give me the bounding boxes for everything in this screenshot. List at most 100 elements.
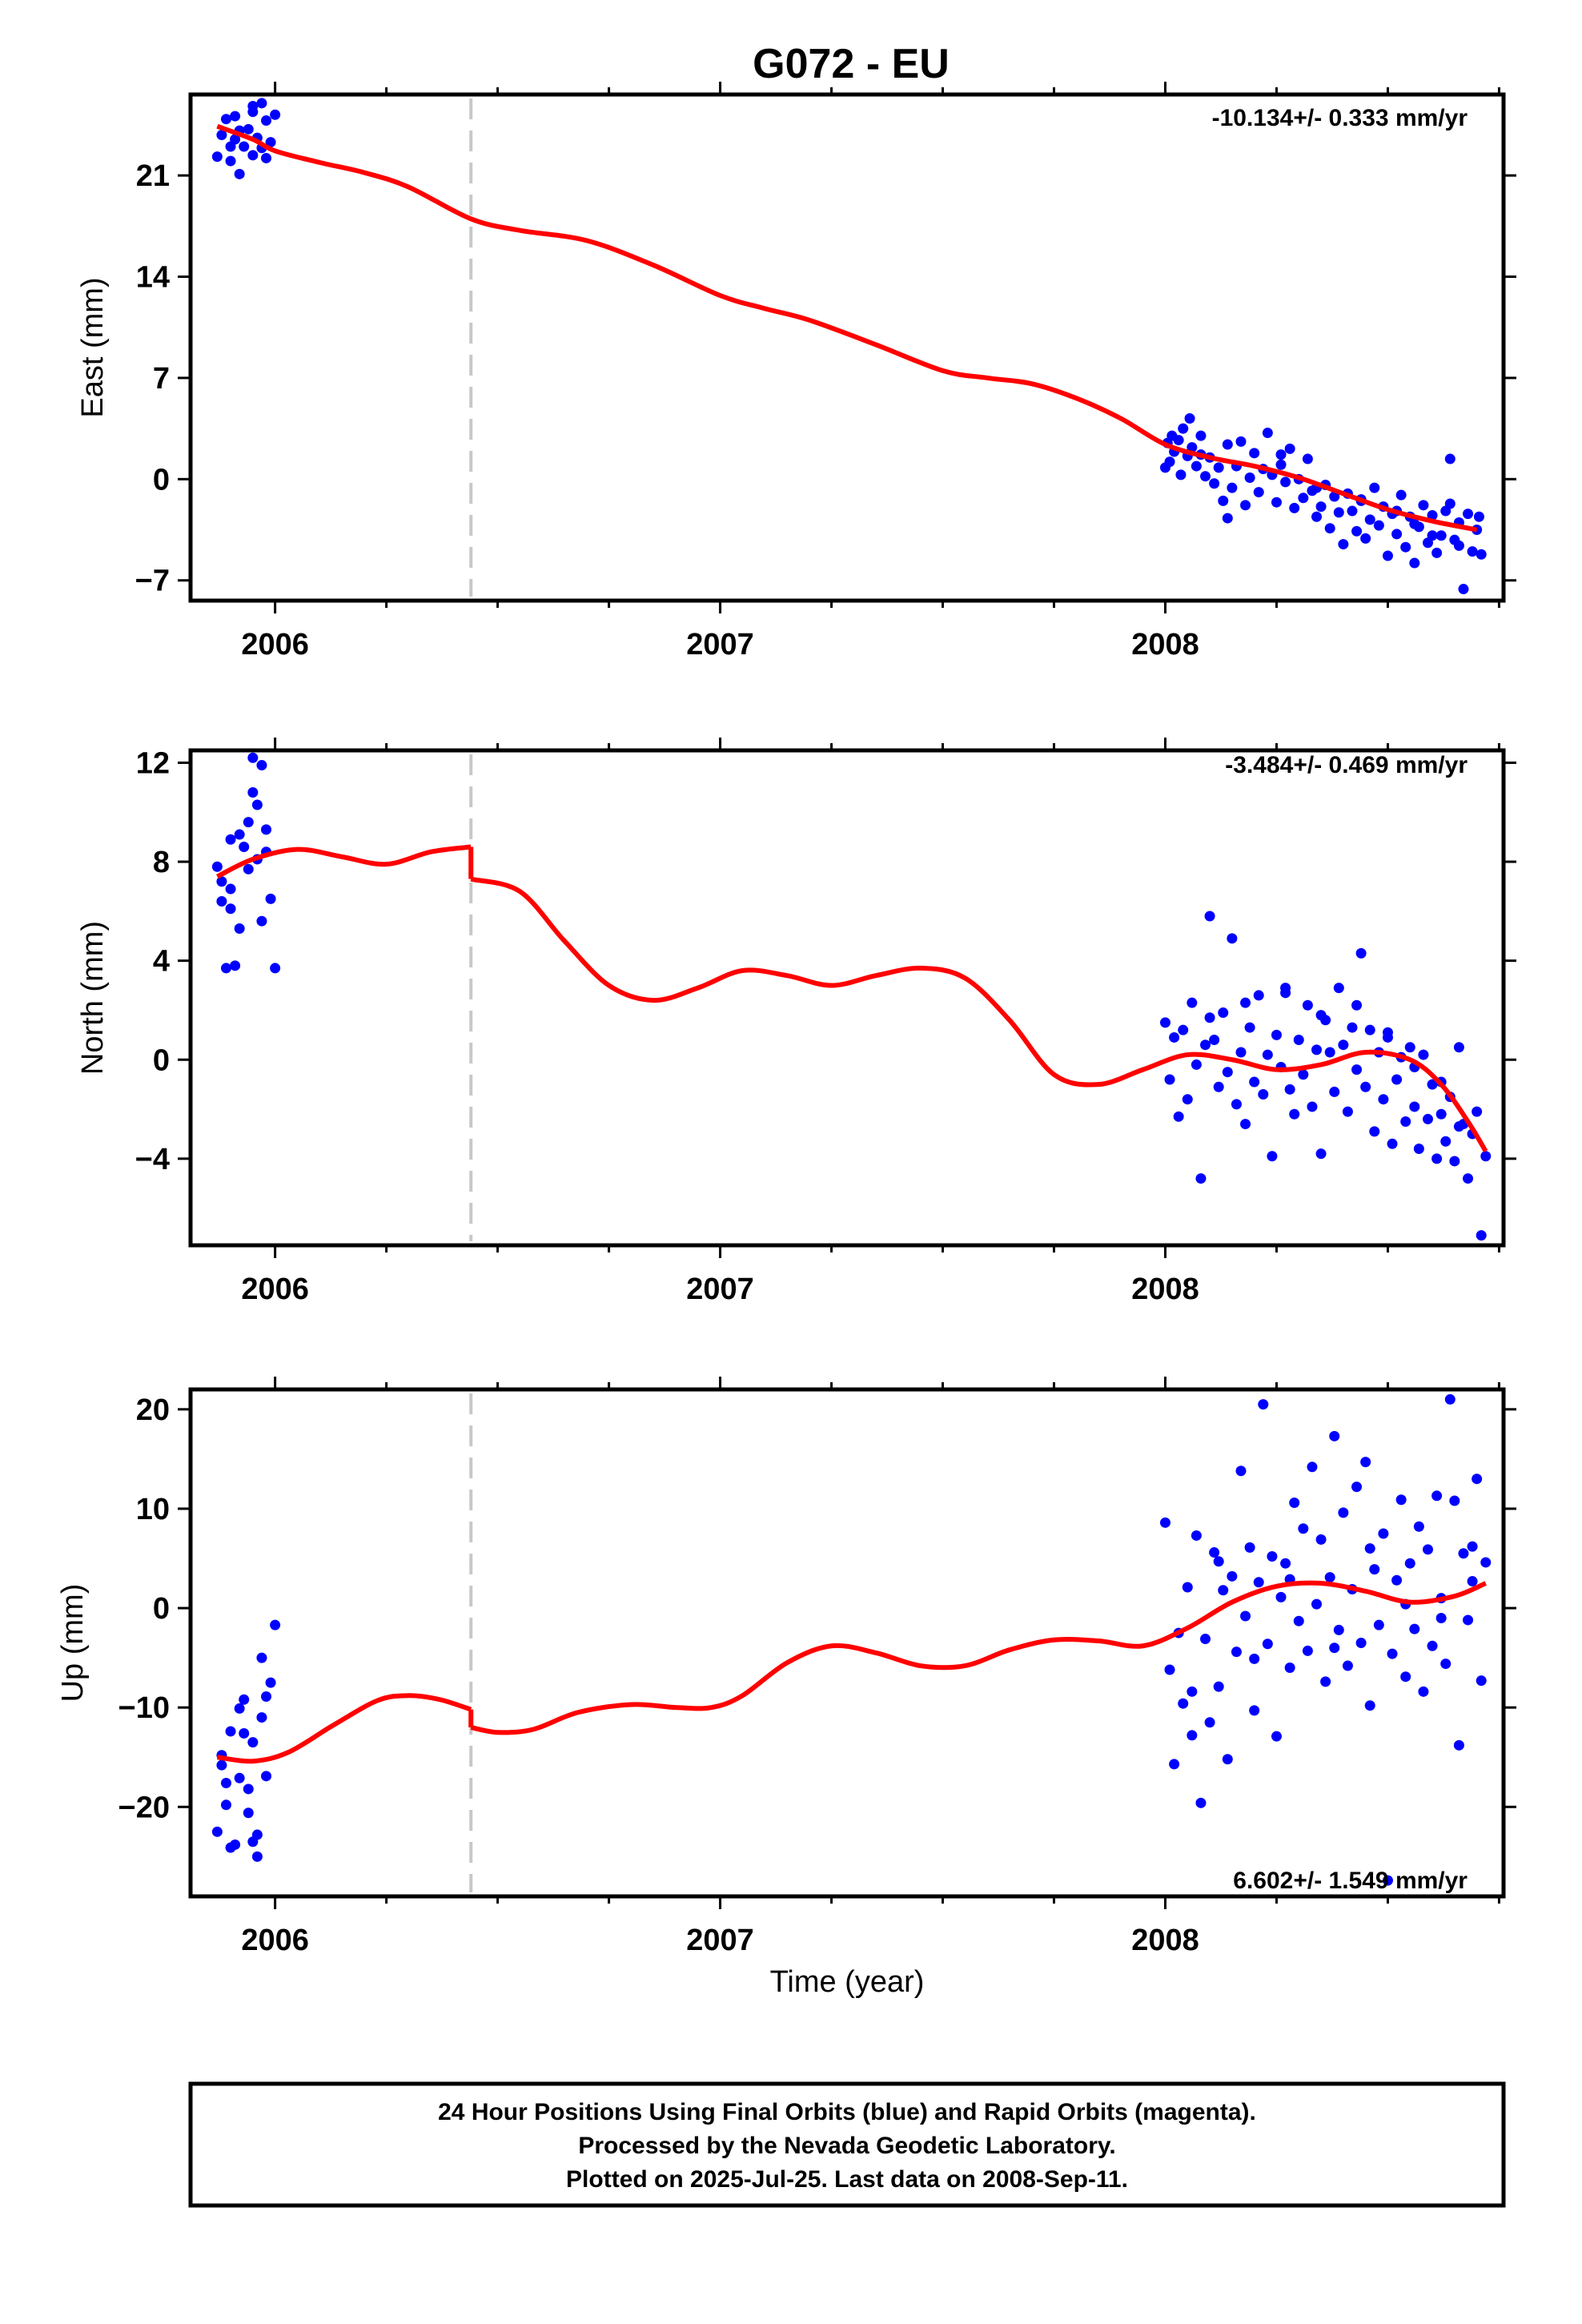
data-point [1231, 1099, 1242, 1110]
data-point [1458, 584, 1469, 595]
data-point [1311, 511, 1323, 522]
data-point [1378, 1094, 1389, 1105]
data-point [1324, 1572, 1335, 1583]
data-point [1231, 1647, 1242, 1658]
data-point [1364, 514, 1375, 525]
data-point [1184, 412, 1195, 424]
figure-title: G072 - EU [753, 41, 950, 87]
data-point [265, 1677, 276, 1688]
x-tick-label: 2006 [241, 1924, 309, 1957]
data-point [1472, 1106, 1483, 1117]
data-point [1244, 1542, 1255, 1553]
data-point [261, 152, 272, 163]
data-point [1338, 1039, 1349, 1051]
data-point [1333, 983, 1344, 994]
data-point [1444, 453, 1456, 464]
data-point [1298, 1069, 1309, 1080]
data-point [1395, 1494, 1407, 1506]
data-point [247, 787, 259, 798]
y-tick-label: 21 [136, 159, 170, 193]
y-tick-label: 0 [153, 1043, 170, 1077]
data-point [234, 923, 245, 934]
footer-line-1: 24 Hour Positions Using Final Orbits (bl… [438, 2099, 1256, 2125]
data-point [243, 1783, 254, 1795]
data-point [1258, 1089, 1269, 1100]
data-point [1351, 999, 1363, 1011]
data-point [1213, 1681, 1224, 1692]
data-point [1249, 1653, 1260, 1664]
y-tick-label: 20 [136, 1393, 170, 1427]
data-point [1169, 1031, 1180, 1043]
data-point [1458, 1548, 1469, 1559]
data-point [1427, 509, 1438, 521]
data-point [1351, 1482, 1363, 1493]
data-point [1342, 1106, 1353, 1117]
x-tick-label: 2008 [1131, 1273, 1199, 1306]
data-point [1364, 1700, 1375, 1711]
data-point [1422, 1113, 1433, 1124]
data-point [1369, 1564, 1380, 1575]
data-point [1200, 1634, 1211, 1645]
x-tick-label: 2007 [686, 1273, 754, 1306]
data-point [1369, 1126, 1380, 1137]
data-point [1347, 505, 1358, 517]
velocity-rate-label: -3.484+/- 0.469 mm/yr [1225, 752, 1468, 778]
data-point [239, 1694, 250, 1705]
data-point [1418, 1686, 1429, 1697]
data-point [1204, 1012, 1215, 1023]
y-axis-label: Up (mm) [56, 1584, 90, 1703]
data-point [1271, 497, 1282, 508]
data-point [1333, 1624, 1344, 1635]
north-panel: 2006 2007 2008 −4 0 4 8 12 North (mm) -3.484+/- 0… [76, 738, 1516, 1306]
data-point [1431, 547, 1443, 558]
y-axis-label: North (mm) [76, 921, 110, 1075]
data-point [1169, 1759, 1180, 1770]
y-tick-label: −20 [118, 1791, 170, 1824]
data-point [1289, 1497, 1300, 1508]
data-point [1480, 1557, 1492, 1568]
data-point [1333, 507, 1344, 518]
data-point [243, 123, 254, 135]
data-point [1467, 1541, 1478, 1552]
data-point [234, 1703, 245, 1714]
data-point [265, 137, 276, 148]
data-point [1186, 1730, 1198, 1741]
data-point [1218, 1585, 1229, 1596]
data-point [1175, 469, 1186, 480]
data-point [1351, 1064, 1363, 1076]
plot-frame [188, 92, 1506, 603]
data-point [1382, 550, 1393, 561]
data-point [247, 752, 259, 763]
data-point [1222, 1754, 1233, 1765]
data-point [1476, 1675, 1487, 1687]
data-point [1271, 1731, 1282, 1742]
data-point [230, 960, 241, 971]
data-point [1164, 1074, 1175, 1085]
data-point [1387, 1648, 1398, 1659]
east-panel: 2006 2007 2008 −7 0 7 14 21 East (mm) -10.134+/- … [76, 82, 1516, 661]
data-point [243, 863, 254, 875]
data-point [1409, 557, 1420, 569]
data-point [1298, 493, 1309, 504]
data-point [1427, 1640, 1438, 1651]
data-point [1209, 1547, 1220, 1558]
model-curve [216, 123, 1478, 533]
data-point [1315, 1010, 1327, 1021]
data-point [1418, 500, 1429, 511]
y-tick-label: −10 [118, 1691, 170, 1725]
data-point [216, 1759, 227, 1771]
data-point [247, 1737, 259, 1748]
data-point [1302, 1645, 1313, 1656]
data-point [1329, 1430, 1340, 1441]
data-point [1409, 518, 1420, 529]
y-tick-label: 12 [136, 746, 170, 780]
data-point [1191, 460, 1202, 472]
data-point [1480, 1151, 1492, 1162]
data-point [1444, 1393, 1456, 1405]
data-point [234, 829, 245, 840]
data-point [1173, 1111, 1184, 1122]
data-point [1164, 1664, 1175, 1675]
data-point [1449, 1156, 1460, 1167]
data-point [261, 824, 272, 835]
